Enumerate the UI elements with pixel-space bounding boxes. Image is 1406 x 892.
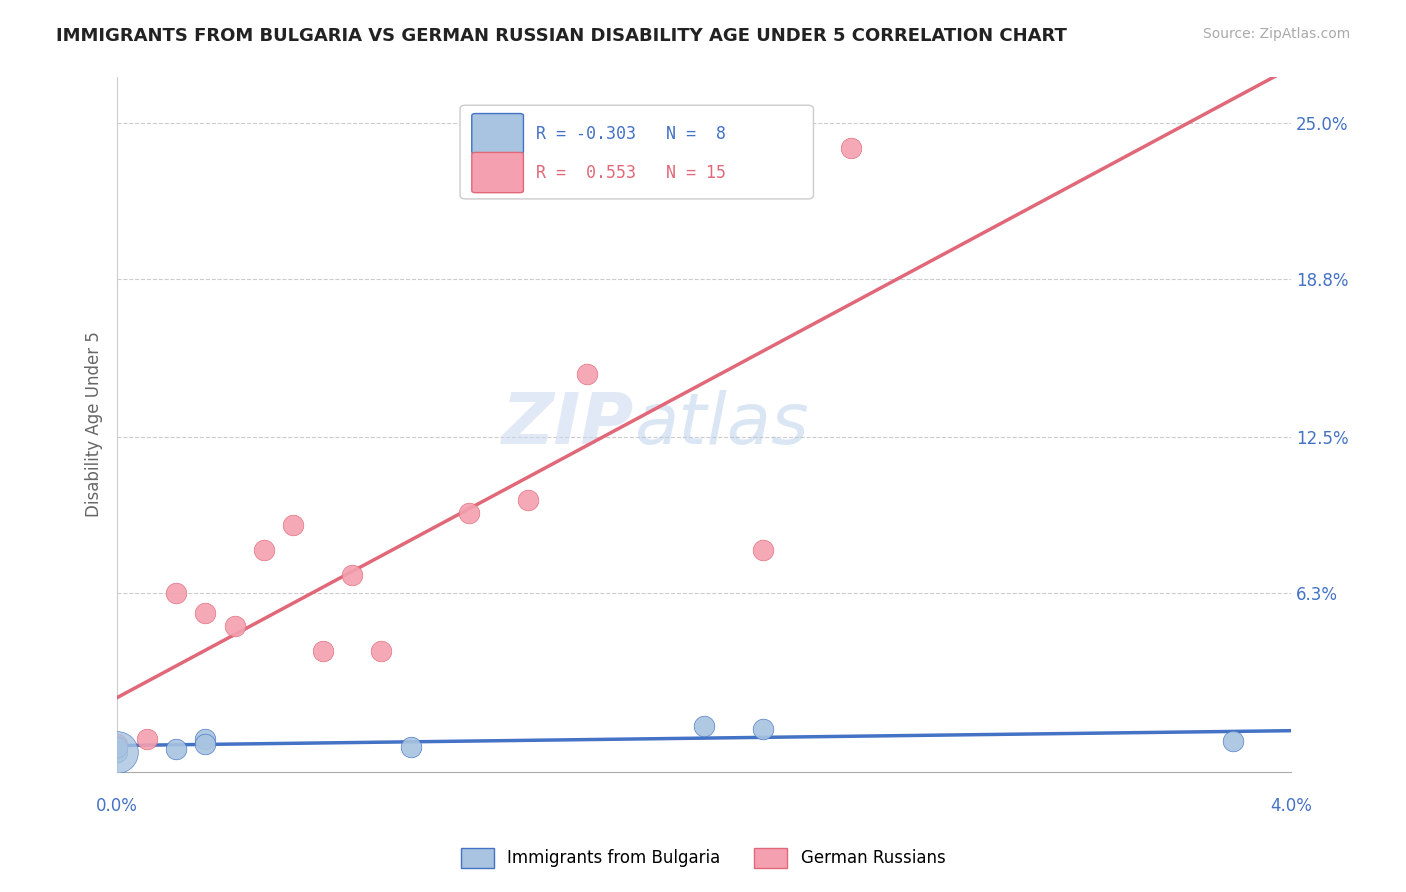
Text: R = -0.303   N =  8: R = -0.303 N = 8	[536, 125, 727, 143]
Point	[283, 518, 305, 533]
Text: R =  0.553   N = 15: R = 0.553 N = 15	[536, 163, 727, 182]
Point	[165, 586, 187, 600]
Point	[224, 619, 246, 633]
Text: 0.0%: 0.0%	[96, 797, 138, 814]
Point	[105, 745, 128, 759]
Point	[752, 543, 775, 558]
Point	[105, 745, 128, 759]
Point	[693, 719, 716, 733]
Point	[399, 739, 422, 754]
FancyBboxPatch shape	[472, 113, 523, 153]
Point	[194, 731, 217, 746]
Text: Source: ZipAtlas.com: Source: ZipAtlas.com	[1202, 27, 1350, 41]
Point	[517, 493, 540, 508]
Point	[458, 506, 481, 520]
Point	[105, 737, 128, 751]
FancyBboxPatch shape	[472, 153, 523, 193]
Point	[253, 543, 276, 558]
Text: atlas: atlas	[634, 390, 808, 459]
Point	[311, 644, 333, 658]
Point	[839, 141, 862, 155]
Point	[575, 368, 598, 382]
Text: 4.0%: 4.0%	[1271, 797, 1312, 814]
Legend: Immigrants from Bulgaria, German Russians: Immigrants from Bulgaria, German Russian…	[454, 841, 952, 875]
FancyBboxPatch shape	[460, 105, 814, 199]
Point	[1222, 734, 1244, 748]
Point	[340, 568, 363, 582]
Point	[752, 722, 775, 736]
Y-axis label: Disability Age Under 5: Disability Age Under 5	[86, 332, 103, 517]
Point	[135, 731, 157, 746]
Text: IMMIGRANTS FROM BULGARIA VS GERMAN RUSSIAN DISABILITY AGE UNDER 5 CORRELATION CH: IMMIGRANTS FROM BULGARIA VS GERMAN RUSSI…	[56, 27, 1067, 45]
Point	[194, 606, 217, 620]
Point	[165, 742, 187, 756]
Point	[105, 739, 128, 754]
Point	[370, 644, 392, 658]
Point	[194, 737, 217, 751]
Text: ZIP: ZIP	[502, 390, 634, 459]
